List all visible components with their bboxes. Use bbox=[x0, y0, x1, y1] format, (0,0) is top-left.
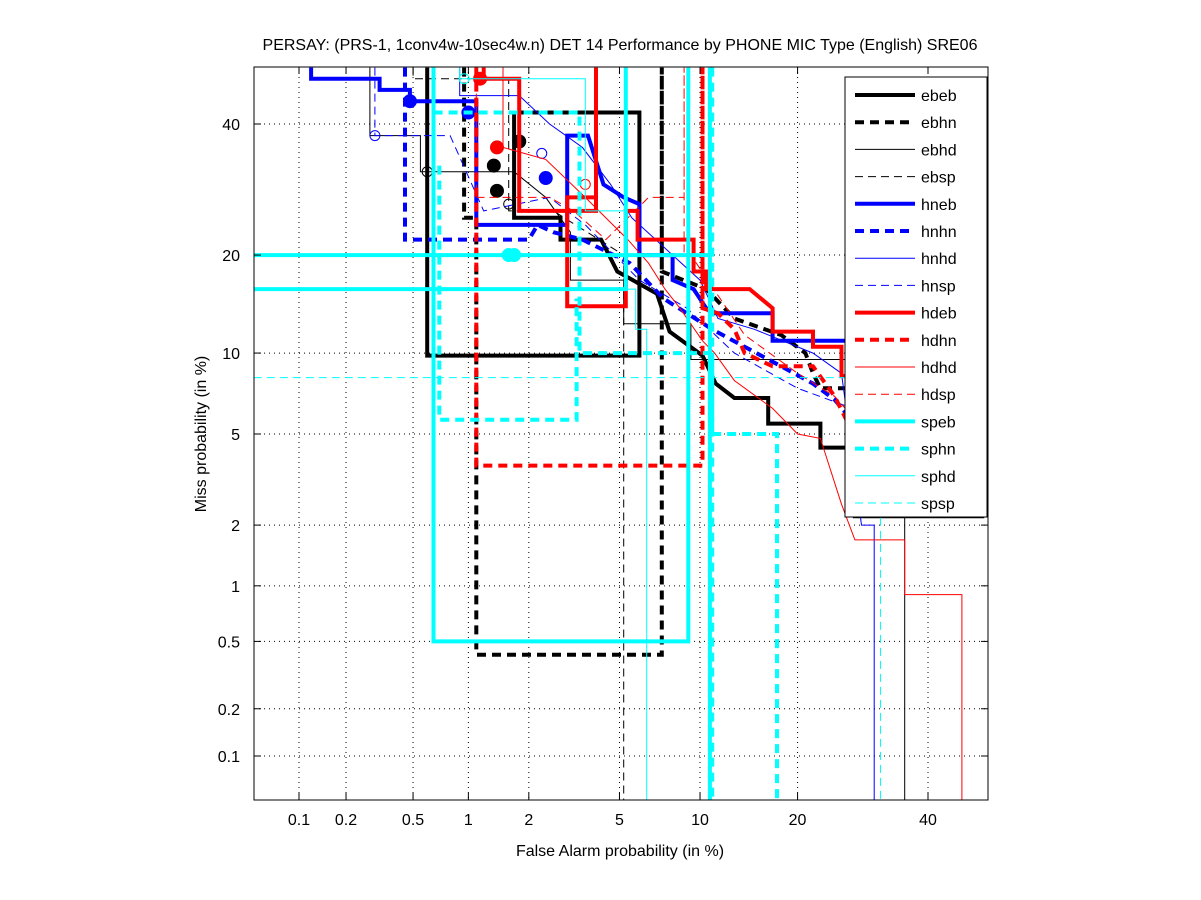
x-tick-label: 20 bbox=[789, 812, 807, 829]
legend-label-hnhn: hnhn bbox=[921, 224, 957, 241]
y-axis-label: Miss probability (in %) bbox=[193, 356, 210, 512]
y-tick-label: 0.1 bbox=[218, 749, 240, 766]
y-tick-label: 2 bbox=[231, 518, 240, 535]
x-tick-label: 0.2 bbox=[335, 812, 357, 829]
series-line-hdsp bbox=[475, 67, 985, 435]
series-line-sphd bbox=[459, 67, 648, 800]
y-tick-label: 0.2 bbox=[218, 702, 240, 719]
operating-point-hneb bbox=[538, 171, 553, 186]
y-tick-label: 1 bbox=[231, 579, 240, 596]
y-tick-label: 0.5 bbox=[218, 634, 240, 651]
series-line-spsp bbox=[254, 377, 881, 800]
x-tick-label: 0.1 bbox=[288, 812, 310, 829]
legend-label-ebhn: ebhn bbox=[921, 115, 957, 132]
series-line-sphn bbox=[437, 165, 579, 422]
y-tick-label: 10 bbox=[222, 346, 240, 363]
y-tick-label: 20 bbox=[222, 248, 240, 265]
legend-label-speb: speb bbox=[921, 414, 956, 431]
legend-label-hneb: hneb bbox=[921, 197, 957, 214]
legend-label-ebsp: ebsp bbox=[921, 170, 956, 187]
legend: ebeb ebhn ebhd ebsp hneb hnhn hnhd hnsp hdeb hdhn… bbox=[844, 76, 988, 518]
legend-box bbox=[844, 76, 988, 518]
series-line-speb bbox=[254, 67, 712, 800]
series-sphn bbox=[431, 67, 779, 800]
x-tick-label: 40 bbox=[919, 812, 937, 829]
operating-point-speb bbox=[507, 248, 522, 263]
y-tick-label: 40 bbox=[222, 117, 240, 134]
operating-point-ebsp bbox=[503, 198, 515, 210]
series-sphd bbox=[458, 67, 648, 800]
operating-point-hdhn bbox=[489, 140, 504, 155]
series-layer bbox=[254, 67, 985, 800]
y-tick-label: 5 bbox=[231, 427, 240, 444]
series-line-ebhn bbox=[462, 67, 985, 657]
legend-label-sphn: sphn bbox=[921, 442, 956, 459]
chart-title: PERSAY: (PRS-1, 1conv4w-10sec4w.n) DET 1… bbox=[263, 37, 978, 54]
legend-label-hnhd: hnhd bbox=[921, 251, 957, 268]
x-tick-label: 1 bbox=[464, 812, 473, 829]
operating-point-ebeb bbox=[489, 183, 504, 198]
legend-label-spsp: spsp bbox=[921, 496, 955, 513]
x-axis-label: False Alarm probability (in %) bbox=[516, 843, 724, 860]
series-line-sphn bbox=[431, 67, 779, 800]
legend-label-ebeb: ebeb bbox=[921, 88, 957, 105]
legend-label-sphd: sphd bbox=[921, 469, 956, 486]
legend-label-hnsp: hnsp bbox=[921, 278, 956, 295]
series-spsp bbox=[254, 377, 881, 800]
operating-point-ebhn bbox=[486, 158, 501, 173]
legend-label-hdhd: hdhd bbox=[921, 360, 957, 377]
operating-point-sphd bbox=[458, 73, 470, 85]
legend-label-hdeb: hdeb bbox=[921, 306, 957, 323]
x-tick-label: 5 bbox=[615, 812, 624, 829]
legend-label-ebhd: ebhd bbox=[921, 142, 957, 159]
x-axis: 0.1 0.2 0.5 1 2 5 10 20 40 bbox=[288, 67, 937, 829]
x-tick-label: 10 bbox=[691, 812, 709, 829]
x-tick-label: 0.5 bbox=[402, 812, 424, 829]
legend-label-hdsp: hdsp bbox=[921, 387, 956, 404]
y-axis: 0.1 0.2 0.5 1 2 5 10 20 40 bbox=[218, 117, 988, 766]
series-line-hdhn bbox=[474, 67, 985, 468]
legend-label-hdhn: hdhn bbox=[921, 333, 957, 350]
operating-point-hnsp bbox=[369, 130, 381, 142]
operating-point-hdhd bbox=[491, 141, 503, 153]
grid bbox=[254, 67, 988, 800]
series-hdhd bbox=[491, 67, 963, 800]
x-tick-label: 2 bbox=[524, 812, 533, 829]
series-line-hdhd bbox=[502, 67, 963, 800]
